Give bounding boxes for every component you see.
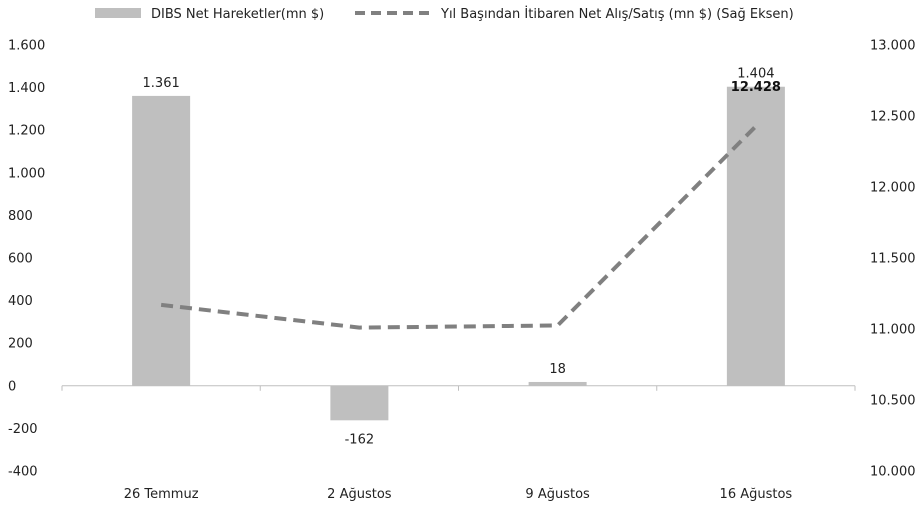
y-tick-label-right: 11.500 — [870, 252, 916, 267]
y-tick-label-left: -400 — [8, 465, 38, 480]
x-tick-label: 16 Ağustos — [720, 487, 793, 502]
line-series — [160, 124, 758, 330]
bar-series — [132, 86, 785, 421]
y-tick-label-left: -200 — [8, 422, 38, 437]
y-tick-label-left: 200 — [8, 337, 33, 352]
y-tick-label-left: 0 — [8, 379, 16, 394]
bar — [726, 86, 785, 386]
y-tick-label-right: 10.000 — [870, 465, 916, 480]
bar-data-label: 1.404 — [737, 67, 774, 82]
y-tick-label-left: 600 — [8, 252, 33, 267]
right-axis: 13.000 12.500 12.000 11.500 11.000 10.500 10.0… — [870, 39, 916, 480]
y-tick-label-right: 10.500 — [870, 394, 916, 409]
y-tick-label-right: 11.000 — [870, 323, 916, 338]
legend-line-label: Yıl Başından İtibaren Net Alış/Satış (mn… — [440, 6, 794, 22]
x-tick-label: 9 Ağustos — [525, 487, 590, 502]
y-tick-label-left: 1.200 — [8, 124, 45, 139]
y-tick-label-right: 13.000 — [870, 39, 916, 54]
y-tick-label-left: 1.600 — [8, 39, 45, 54]
y-tick-label-left: 1.000 — [8, 166, 45, 181]
legend-bar-swatch — [95, 8, 141, 18]
bar — [132, 95, 191, 386]
x-tick-label: 2 Ağustos — [327, 487, 392, 502]
bar — [528, 381, 587, 386]
bar — [330, 385, 389, 421]
x-tick-label: 26 Temmuz — [124, 487, 199, 502]
line-data-label: 12.428 — [731, 80, 781, 95]
x-axis — [61, 385, 856, 391]
legend-bar-label: DIBS Net Hareketler(mn $) — [151, 7, 324, 22]
y-tick-label-left: 800 — [8, 209, 33, 224]
left-axis: 1.600 1.400 1.200 1.000 800 600 400 200 0 -200 -40… — [8, 39, 45, 480]
bar-data-label: -162 — [345, 432, 375, 447]
line-path — [160, 124, 758, 330]
bar-data-label: 1.361 — [143, 76, 180, 91]
y-tick-label-right: 12.000 — [870, 181, 916, 196]
y-tick-label-left: 1.400 — [8, 81, 45, 96]
bar-data-label: 18 — [549, 362, 566, 377]
y-tick-label-left: 400 — [8, 294, 33, 309]
legend: DIBS Net Hareketler(mn $) Yıl Başından İt… — [95, 6, 794, 22]
x-axis-labels: 26 Temmuz 2 Ağustos 9 Ağustos 16 Ağustos — [124, 487, 793, 502]
y-tick-label-right: 12.500 — [870, 110, 916, 125]
